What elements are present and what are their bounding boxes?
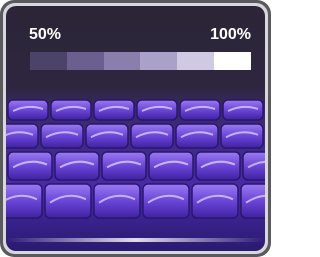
scale-step (140, 52, 177, 70)
scale-step (177, 52, 214, 70)
scale-step (30, 52, 67, 70)
max-label: 100% (210, 26, 251, 43)
brightness-scale (30, 52, 251, 70)
scale-step (214, 52, 251, 70)
key (0, 184, 42, 218)
light-strip (6, 238, 265, 242)
min-label: 50% (29, 26, 61, 43)
scale-step (104, 52, 140, 70)
brightness-panel: 50% 100% (0, 0, 271, 257)
scale-step (67, 52, 104, 70)
